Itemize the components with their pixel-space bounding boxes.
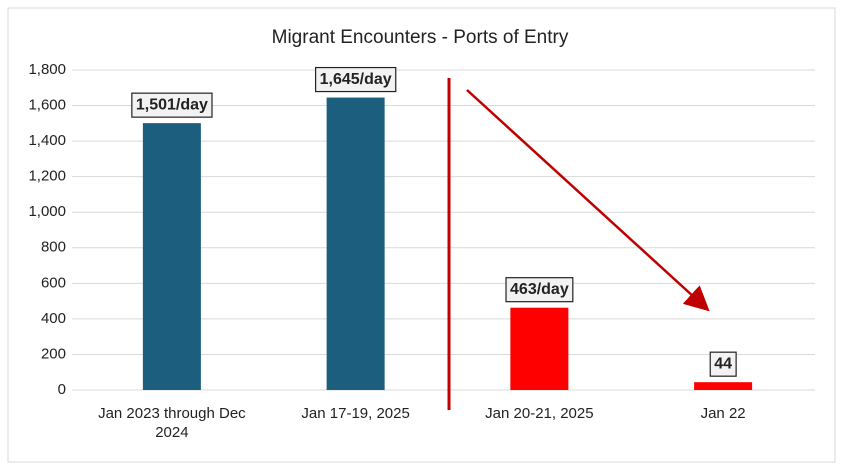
bar [694,382,753,390]
data-label-box [505,277,574,303]
y-tick-label: 1,400 [28,132,66,149]
data-label: 1,501/day [136,96,208,113]
data-label-box [131,92,213,118]
y-tick-label: 0 [58,381,66,398]
y-tick-label: 600 [41,274,66,291]
y-tick-label: 800 [41,239,66,256]
x-tick-label: Jan 20-21, 2025 [485,405,594,422]
y-tick-label: 400 [41,310,66,327]
y-tick-label: 1,200 [28,168,66,185]
trend-arrow [466,89,710,312]
y-tick-label: 1,600 [28,97,66,114]
y-tick-label: 1,800 [28,61,66,78]
data-label: 44 [714,355,732,372]
data-label: 463/day [510,281,569,298]
x-tick-label: Jan 22 [700,405,746,422]
data-label: 1,645/day [320,71,392,88]
x-tick-label: Jan 2023 through Dec 2024 [98,405,246,441]
y-tick-label: 200 [41,345,66,362]
data-label-box [314,66,397,93]
chart-title: Migrant Encounters - Ports of Entry [272,27,569,48]
bar [510,307,569,390]
y-tick-label: 1,000 [28,203,66,220]
data-label-box [709,351,737,377]
chart-frame [7,7,836,463]
bar [142,123,201,391]
bar [326,97,385,391]
x-tick-label: Jan 17-19, 2025 [301,405,410,422]
